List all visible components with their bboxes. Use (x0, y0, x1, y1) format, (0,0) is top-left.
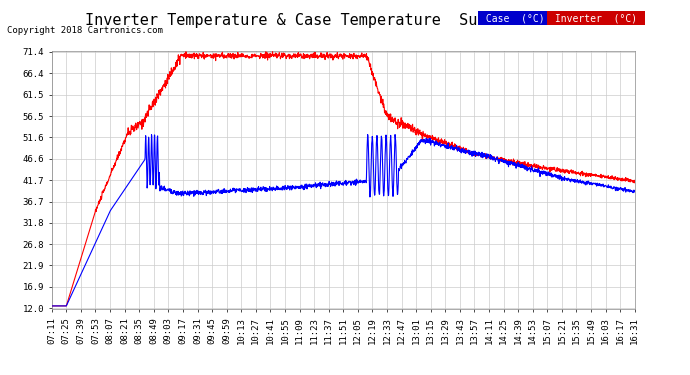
Text: Inverter  (°C): Inverter (°C) (549, 13, 642, 23)
Text: Case  (°C): Case (°C) (480, 13, 550, 23)
Text: Inverter Temperature & Case Temperature  Sun Jan 14 16:35: Inverter Temperature & Case Temperature … (85, 13, 605, 28)
Text: Copyright 2018 Cartronics.com: Copyright 2018 Cartronics.com (7, 26, 163, 35)
